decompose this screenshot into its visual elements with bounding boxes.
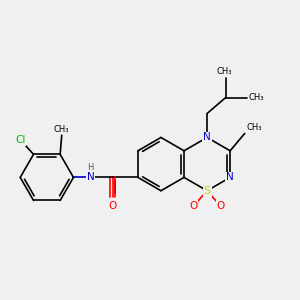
Text: Cl: Cl	[15, 135, 26, 145]
Text: N: N	[226, 172, 234, 182]
Text: H: H	[88, 163, 94, 172]
Text: CH₃: CH₃	[54, 124, 70, 134]
Text: O: O	[217, 201, 225, 211]
Text: CH₃: CH₃	[216, 67, 232, 76]
Text: CH₃: CH₃	[246, 123, 262, 132]
Text: O: O	[189, 201, 198, 211]
Text: N: N	[203, 133, 211, 142]
Text: N: N	[87, 172, 95, 182]
Text: CH₃: CH₃	[249, 93, 264, 102]
Text: S: S	[203, 186, 211, 196]
Text: O: O	[109, 200, 117, 211]
